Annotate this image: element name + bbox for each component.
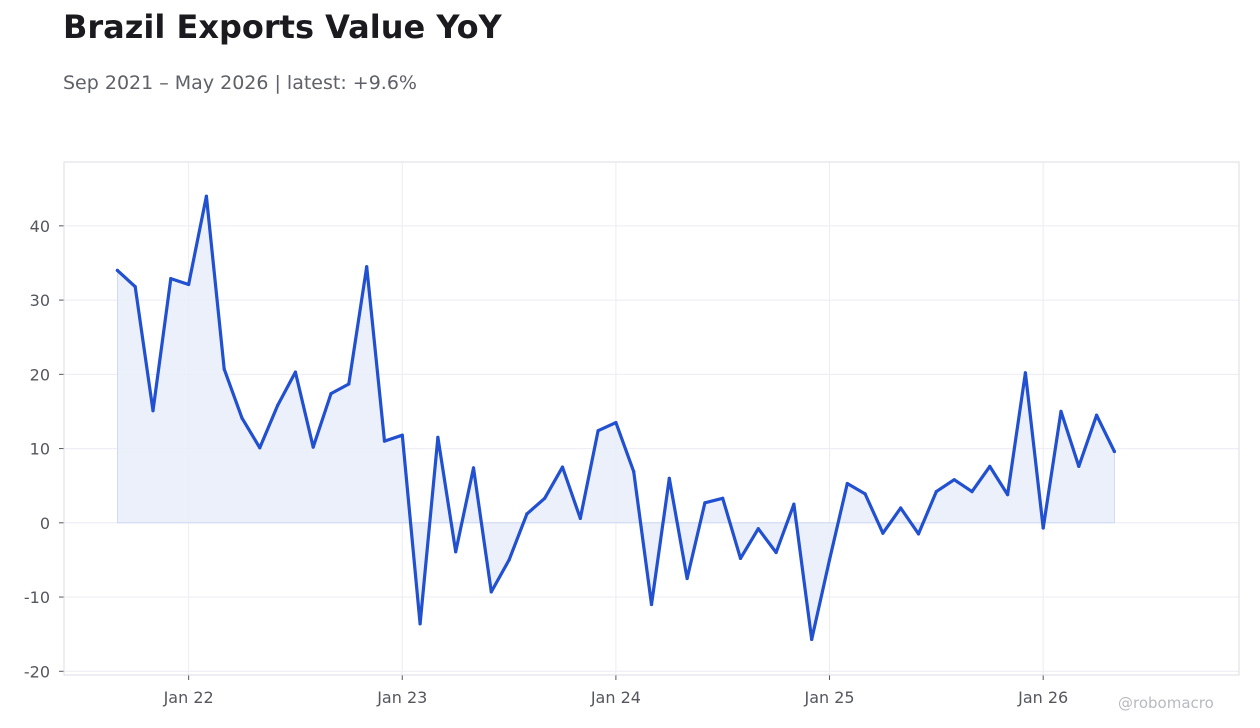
- data-point: [311, 445, 315, 449]
- x-tick-label: Jan 24: [590, 688, 641, 707]
- y-tick-label: 0: [40, 514, 50, 533]
- data-point: [436, 435, 440, 439]
- data-point: [988, 464, 992, 468]
- data-point: [1041, 526, 1045, 530]
- data-point: [667, 476, 671, 480]
- data-point: [845, 481, 849, 486]
- data-point: [133, 285, 137, 289]
- data-point: [525, 512, 529, 516]
- y-tick-label: -10: [24, 588, 50, 607]
- data-point: [400, 433, 404, 437]
- data-point: [1006, 493, 1010, 497]
- data-point: [347, 382, 351, 386]
- plot-frame: [63, 161, 1240, 676]
- data-point: [596, 429, 600, 433]
- y-tick-label: 30: [30, 291, 50, 310]
- data-point: [738, 556, 743, 561]
- x-tick-label: Jan 23: [376, 688, 427, 707]
- data-point: [489, 590, 493, 594]
- data-point: [863, 492, 867, 496]
- data-point: [204, 194, 208, 198]
- data-point: [934, 490, 938, 494]
- data-point: [881, 531, 885, 535]
- data-point: [365, 265, 369, 269]
- y-tick-label: 20: [30, 365, 50, 384]
- data-point: [222, 367, 226, 371]
- gridlines: [64, 162, 1239, 675]
- data-point: [293, 370, 297, 374]
- data-point: [329, 392, 333, 396]
- data-point: [1095, 413, 1099, 417]
- watermark: @robomacro: [1118, 694, 1214, 712]
- data-point: [169, 277, 173, 281]
- data-point: [1077, 464, 1081, 468]
- data-point: [1023, 371, 1027, 375]
- data-point: [258, 446, 262, 450]
- data-point: [703, 501, 707, 505]
- chart-title: Brazil Exports Value YoY: [63, 8, 502, 46]
- data-point: [685, 576, 689, 581]
- axis-labels: -20 -10 0 10 20 30 40 Jan 22 Jan 23 Jan 24 Jan 25 J…: [24, 217, 1068, 707]
- data-point: [151, 409, 155, 413]
- data-point: [916, 532, 921, 536]
- data-point: [240, 416, 244, 420]
- data-point: [115, 268, 119, 272]
- data-point: [721, 496, 725, 500]
- data-point: [774, 550, 778, 555]
- y-tick-label: 40: [30, 217, 50, 236]
- x-tick-label: Jan 25: [803, 688, 854, 707]
- x-tick-label: Jan 22: [163, 688, 214, 707]
- data-point: [471, 466, 476, 470]
- data-point: [1112, 449, 1116, 454]
- data-point: [454, 550, 458, 554]
- y-tick-label: 10: [30, 440, 50, 459]
- data-point: [827, 558, 832, 562]
- data-point: [1059, 409, 1063, 413]
- data-point: [507, 558, 511, 562]
- data-point: [418, 622, 422, 626]
- data-point: [614, 421, 618, 425]
- data-point: [952, 478, 956, 482]
- data-point: [899, 506, 903, 510]
- data-point: [543, 496, 547, 500]
- data-point: [970, 490, 974, 494]
- data-point: [756, 527, 760, 531]
- data-point: [382, 439, 387, 443]
- series-line-layer: [115, 194, 1116, 642]
- x-tick-label: Jan 26: [1017, 688, 1068, 707]
- data-point: [632, 470, 636, 474]
- data-point: [276, 403, 280, 408]
- data-point: [578, 516, 582, 521]
- chart-subtitle: Sep 2021 – May 2026 | latest: +9.6%: [63, 72, 417, 94]
- data-point: [810, 637, 814, 642]
- y-tick-label: -20: [24, 662, 50, 681]
- data-point: [792, 502, 796, 506]
- data-point: [187, 282, 191, 287]
- data-point: [560, 465, 565, 469]
- data-point: [649, 602, 654, 607]
